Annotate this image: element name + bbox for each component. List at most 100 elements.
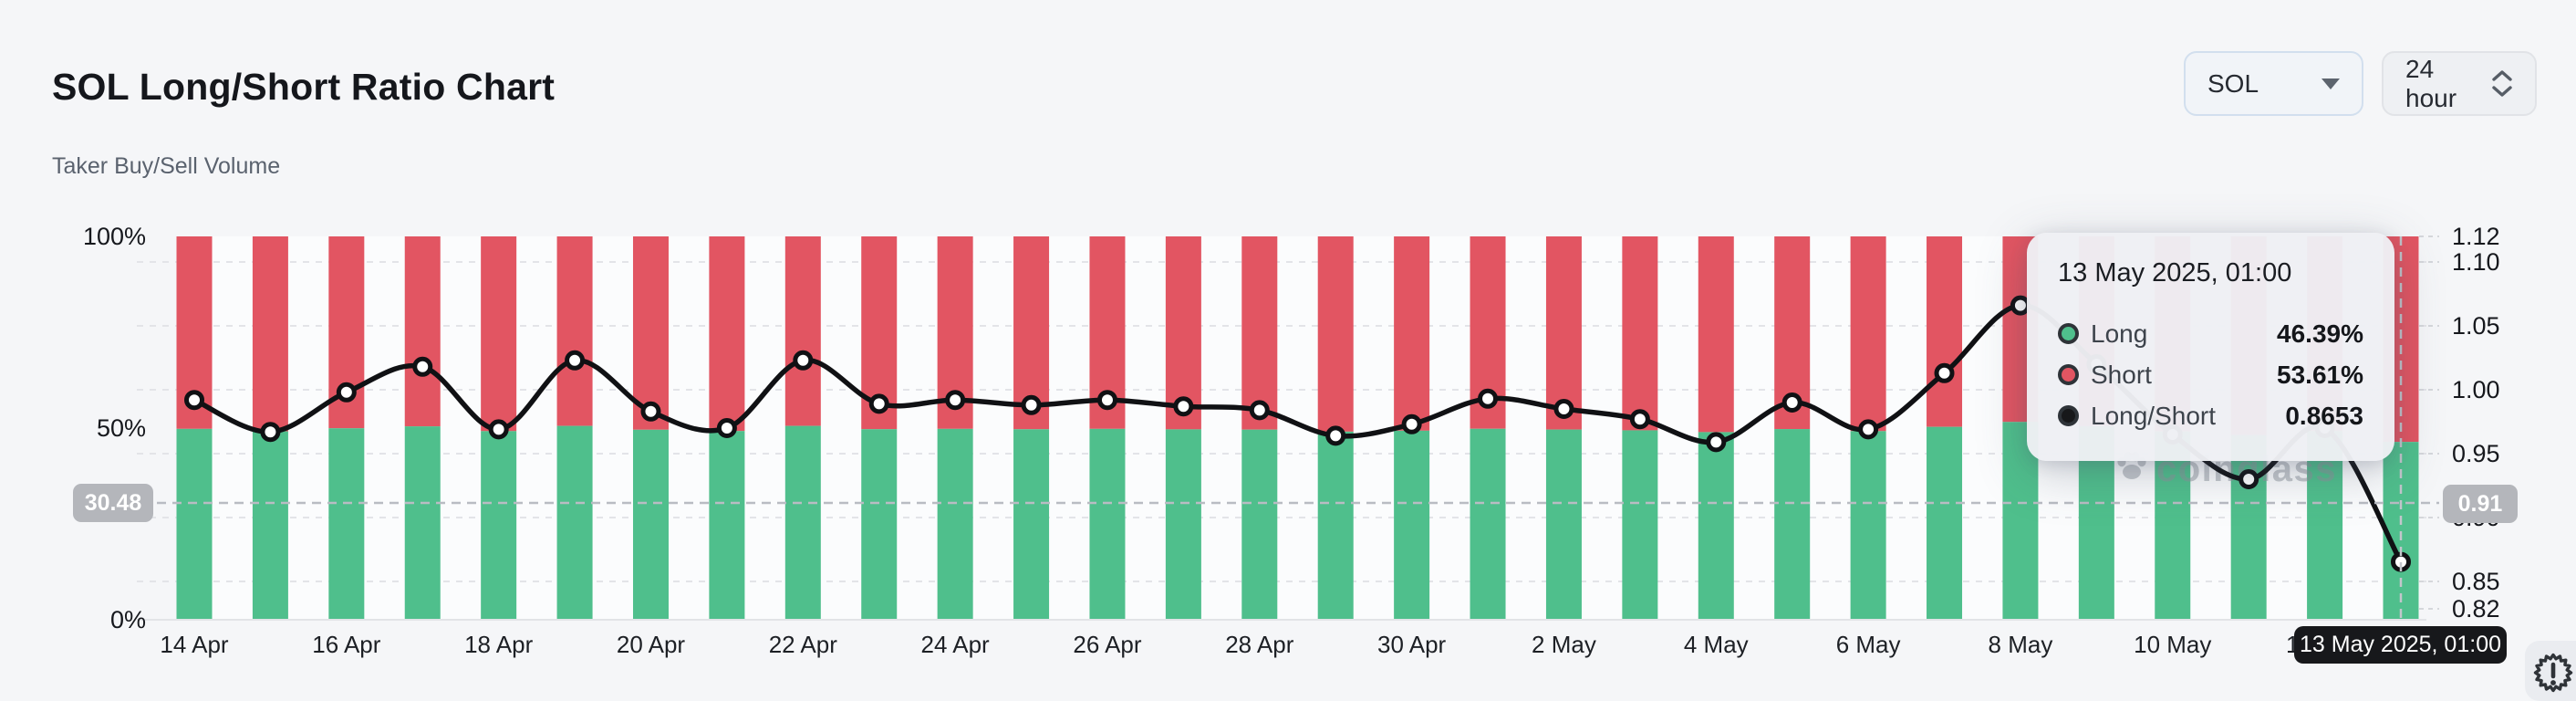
tooltip-short-value: 53.61% [2277,360,2363,389]
alert-corner-button[interactable] [2525,641,2576,701]
bar-segment-long[interactable] [709,431,745,620]
x-axis-tick-label: 14 Apr [160,631,229,658]
x-axis-tick-label: 20 Apr [617,631,686,658]
line-point[interactable] [1858,419,1879,440]
bar-segment-long[interactable] [328,428,365,620]
line-point[interactable] [1934,362,1955,383]
crosshair-left-axis-badge: 30.48 [73,484,153,522]
line-point[interactable] [716,418,737,438]
interval-dropdown[interactable]: 24 hour [2382,51,2537,116]
x-axis-tick-label: 18 Apr [464,631,534,658]
symbol-dropdown[interactable]: SOL [2184,51,2363,116]
long-marker-icon [2058,323,2079,344]
line-point[interactable] [868,393,889,414]
line-point[interactable] [1325,425,1346,446]
tooltip-long-label: Long [2091,319,2148,348]
x-axis-tick-label: 8 May [1989,631,2053,658]
line-point[interactable] [184,390,204,411]
line-point[interactable] [1706,432,1727,453]
bar-segment-long[interactable] [1774,429,1811,620]
bar-segment-long[interactable] [937,428,973,620]
bar-segment-long[interactable] [1850,431,1886,620]
bar-segment-long[interactable] [2155,431,2191,620]
bar-segment-long[interactable] [1622,430,1658,620]
bar-segment-short[interactable] [1622,236,1658,431]
bar-segment-short[interactable] [1698,236,1734,433]
line-point[interactable] [565,350,586,371]
x-axis-tick-label: 24 Apr [921,631,991,658]
left-axis-tick-label: 0% [110,606,146,633]
bar-segment-short[interactable] [1927,236,1963,427]
x-axis-tick-label: 10 May [2134,631,2211,658]
bar-segment-long[interactable] [1089,428,1126,620]
bar-segment-long[interactable] [2230,434,2267,620]
short-marker-icon [2058,364,2079,385]
line-point[interactable] [488,419,509,440]
x-axis-tick-label: 30 Apr [1377,631,1447,658]
x-axis-tick-label: 6 May [1836,631,1901,658]
line-point[interactable] [640,401,661,422]
line-point[interactable] [1781,392,1802,413]
bar-segment-long[interactable] [1698,432,1734,620]
bar-segment-short[interactable] [1850,236,1886,432]
line-point[interactable] [793,350,814,371]
line-point[interactable] [412,356,433,377]
bar-segment-short[interactable] [632,236,669,430]
page-subtitle: Taker Buy/Sell Volume [52,153,281,179]
bar-segment-long[interactable] [1165,429,1201,620]
bar-segment-long[interactable] [1470,428,1506,620]
bar-segment-long[interactable] [784,425,821,620]
line-point[interactable] [1249,400,1270,421]
bar-segment-long[interactable] [861,429,898,620]
bar-segment-short[interactable] [252,236,288,432]
bar-segment-short[interactable] [1241,236,1278,430]
bar-segment-short[interactable] [404,236,441,427]
caret-down-icon [2322,78,2340,89]
tooltip-short-label: Short [2091,360,2152,389]
bar-segment-long[interactable] [2307,431,2343,620]
ratio-marker-icon [2058,405,2079,426]
bar-segment-long[interactable] [176,428,213,620]
bar-segment-long[interactable] [632,429,669,620]
bar-segment-short[interactable] [709,236,745,432]
line-point[interactable] [2010,295,2031,316]
bar-segment-long[interactable] [252,431,288,620]
x-axis-tick-label: 22 Apr [769,631,838,658]
line-point[interactable] [260,422,281,443]
bar-segment-short[interactable] [1317,236,1354,432]
line-point[interactable] [1096,390,1117,411]
line-point[interactable] [1173,396,1194,417]
line-point[interactable] [336,382,357,403]
line-point[interactable] [945,390,966,411]
bar-segment-long[interactable] [556,425,593,620]
bar-segment-short[interactable] [556,236,593,426]
right-axis-tick-label: 1.12 [2452,223,2500,250]
x-axis-tick-label: 4 May [1684,631,1749,658]
bar-segment-short[interactable] [1545,236,1582,430]
line-point[interactable] [1021,394,1042,415]
bar-segment-long[interactable] [1545,429,1582,620]
bar-segment-long[interactable] [1013,429,1050,620]
right-axis-tick-label: 1.10 [2452,248,2500,276]
bar-segment-long[interactable] [404,426,441,620]
x-axis-tick-label: 16 Apr [312,631,381,658]
interval-dropdown-value: 24 hour [2405,54,2457,112]
line-point[interactable] [1478,388,1499,409]
line-point[interactable] [1553,399,1574,419]
bar-segment-short[interactable] [784,236,821,426]
tooltip-long-value: 46.39% [2277,319,2363,348]
bar-segment-long[interactable] [1927,426,1963,620]
bar-segment-long[interactable] [1394,430,1430,620]
chart-tooltip: 13 May 2025, 01:00 Long 46.39% Short 53.… [2027,233,2394,461]
line-point[interactable] [2238,469,2259,489]
bar-segment-long[interactable] [1241,429,1278,620]
bar-segment-long[interactable] [481,431,517,620]
bar-segment-short[interactable] [1394,236,1430,431]
line-point[interactable] [1401,413,1422,434]
x-axis-tick-label: 28 Apr [1225,631,1294,658]
bar-segment-long[interactable] [1317,431,1354,620]
bar-segment-short[interactable] [481,236,517,432]
line-point[interactable] [1629,409,1650,430]
page-title: SOL Long/Short Ratio Chart [52,66,556,108]
